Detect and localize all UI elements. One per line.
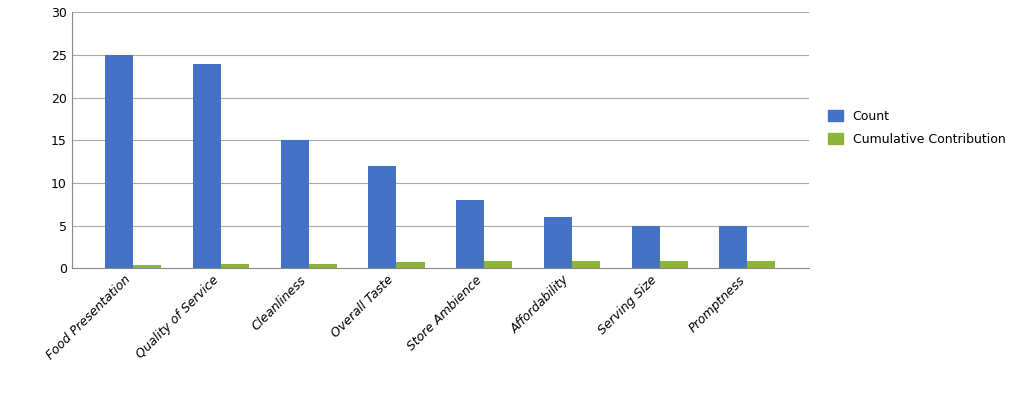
Bar [396,262,425,268]
Legend: Count, Cumulative Contribution: Count, Cumulative Contribution [822,104,1011,151]
Bar [484,261,512,268]
Bar [105,55,133,268]
Bar [221,264,249,268]
Bar [281,140,308,268]
Bar [456,200,484,268]
Bar [369,166,396,268]
Bar [572,261,600,268]
Bar [659,261,688,268]
Bar [719,226,748,268]
Bar [193,64,221,268]
Bar [544,217,572,268]
Bar [748,261,775,268]
Bar [133,265,162,268]
Bar [632,226,659,268]
Bar [308,264,337,268]
